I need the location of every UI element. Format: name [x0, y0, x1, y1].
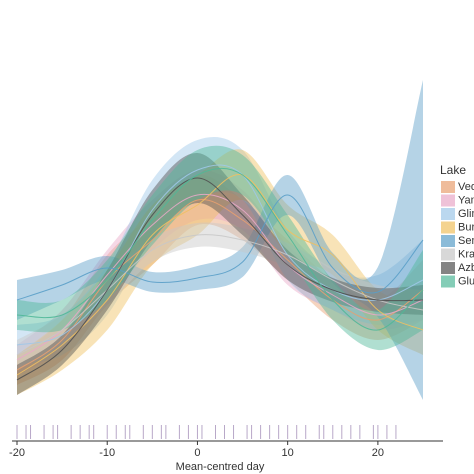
legend-label: Vedl [458, 181, 474, 193]
fit-line [16, 164, 424, 346]
fit-line [16, 193, 424, 361]
x-tick-label: -20 [9, 447, 25, 459]
legend-label: Kras [458, 248, 474, 260]
legend-label: Glub [458, 275, 474, 287]
x-tick-label: 20 [372, 447, 384, 459]
confidence-band [17, 174, 423, 385]
confidence-band [17, 152, 423, 395]
legend-swatch [441, 262, 455, 274]
confidence-band [17, 145, 423, 351]
legend-label: Azbo [458, 262, 474, 274]
fit-line [16, 174, 424, 376]
legend-title: Lake [440, 163, 466, 177]
x-tick-label: 0 [194, 447, 200, 459]
confidence-band [17, 169, 423, 375]
fit-line [16, 167, 424, 331]
fit-line [16, 194, 424, 301]
legend-swatch [441, 221, 455, 234]
legend-swatch [441, 275, 455, 288]
fit-line [16, 177, 424, 381]
legend-swatch [441, 208, 455, 220]
legend-label: Sem [458, 235, 474, 247]
legend-swatch [441, 248, 455, 261]
legend-swatch [441, 181, 455, 193]
legend-label: Glin [458, 208, 474, 220]
confidence-band [17, 149, 423, 395]
confidence-band [17, 222, 423, 370]
legend-label: Bury [458, 221, 474, 233]
x-tick-label: -10 [99, 447, 115, 459]
legend-swatch [441, 235, 455, 247]
fit-line [16, 234, 424, 356]
x-tick-label: 10 [282, 447, 294, 459]
legend-swatch [441, 194, 455, 207]
confidence-band [17, 137, 423, 365]
legend-label: Yam [458, 194, 474, 206]
x-axis-label: Mean-centred day [176, 461, 265, 473]
